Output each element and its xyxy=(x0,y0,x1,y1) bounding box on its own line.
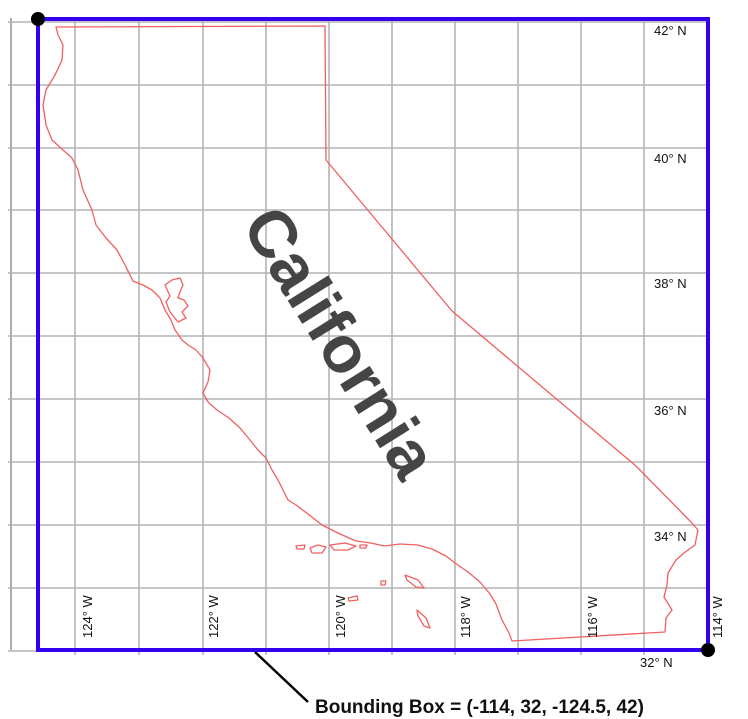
bounding-box-corner-se xyxy=(701,643,715,657)
channel-island-san-nicolas xyxy=(347,595,359,602)
channel-island-catalina xyxy=(404,574,425,589)
channel-island-santa-cruz xyxy=(329,542,357,551)
lon-label-114w: 114° W xyxy=(710,595,725,638)
channel-island-anacapa xyxy=(359,544,368,549)
lat-label-32n: 32° N xyxy=(640,655,673,670)
channel-island-san-clemente xyxy=(416,609,431,629)
lat-label-42n: 42° N xyxy=(654,23,687,38)
state-label: California xyxy=(229,193,454,491)
channel-island-san-miguel xyxy=(295,544,306,550)
bounding-box xyxy=(36,17,710,652)
channel-island-santa-rosa xyxy=(309,544,327,554)
california-outline xyxy=(42,25,699,642)
lat-label-40n: 40° N xyxy=(654,151,687,166)
callout-leader xyxy=(254,651,309,703)
lat-label-38n: 38° N xyxy=(654,276,687,291)
channel-island-santa-barbara xyxy=(380,580,387,586)
lon-label-122w: 122° W xyxy=(206,594,221,638)
lat-label-34n: 34° N xyxy=(654,529,687,544)
california-mainland xyxy=(42,25,699,642)
lon-label-118w: 118° W xyxy=(458,595,473,638)
lon-label-120w: 120° W xyxy=(333,594,348,638)
lat-label-36n: 36° N xyxy=(654,403,687,418)
lon-label-116w: 116° W xyxy=(585,595,600,638)
bounding-box-caption: Bounding Box = (-114, 32, -124.5, 42) xyxy=(315,697,644,718)
san-francisco-bay xyxy=(164,277,189,323)
bounding-box-corner-nw xyxy=(31,12,45,26)
lon-label-124w: 124° W xyxy=(80,594,95,638)
